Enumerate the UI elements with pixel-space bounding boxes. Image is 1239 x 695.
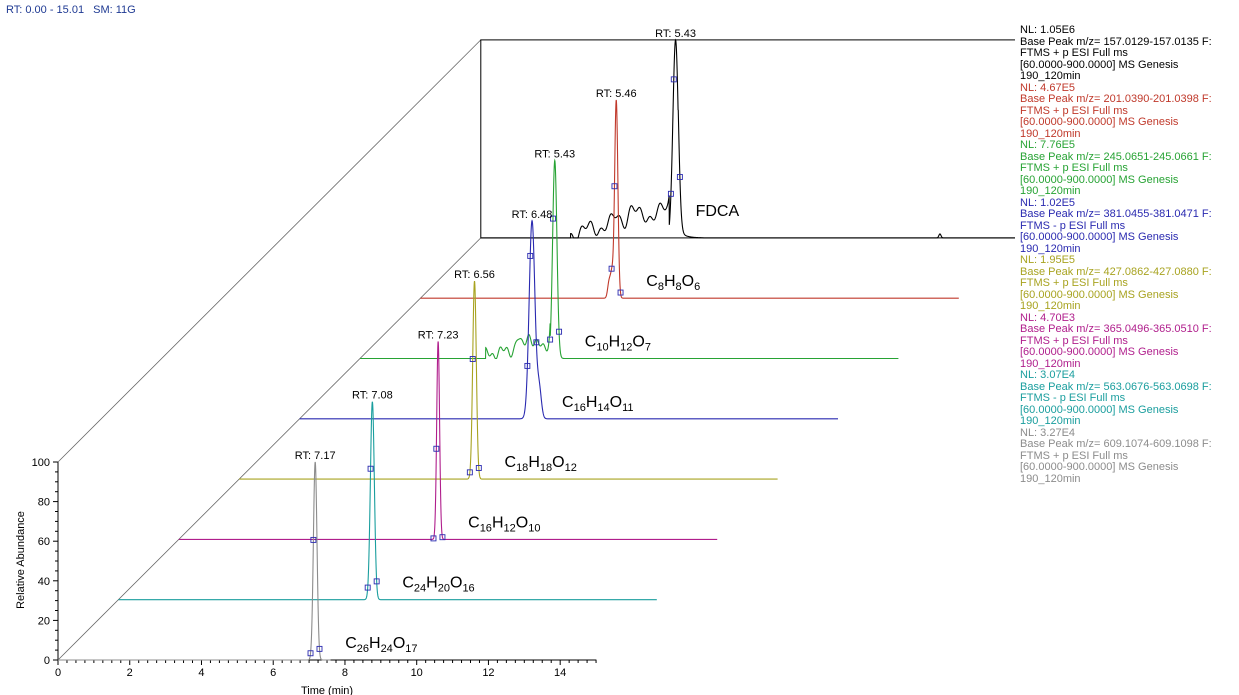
smoothing-label: SM: 11G (93, 4, 136, 16)
legend-entry: NL: 1.02E5 Base Peak m/z= 381.0455-381.04… (1020, 196, 1239, 256)
chart-traces (58, 38, 1015, 661)
legend-description: Base Peak m/z= 157.0129-157.0135 F: FTMS… (1020, 35, 1212, 82)
x-axis-label: Time (min) (301, 685, 353, 695)
integration-marker (608, 265, 615, 272)
y-tick-label: 60 (38, 536, 50, 548)
compound-label-4: C16​H14​O11​ (562, 394, 634, 414)
y-tick-label: 20 (38, 615, 50, 627)
x-tick-label: 10 (411, 667, 423, 679)
legend-entry: NL: 4.70E3 Base Peak m/z= 365.0496-365.05… (1020, 311, 1239, 371)
integration-marker (527, 252, 534, 259)
integration-marker (316, 645, 323, 652)
integration-marker (310, 536, 317, 543)
legend-description: Base Peak m/z= 427.0862-427.0880 F: FTMS… (1020, 265, 1212, 312)
legend-entry: NL: 3.07E4 Base Peak m/z= 563.0676-563.06… (1020, 369, 1239, 428)
legend-description: Base Peak m/z= 365.0496-365.0510 F: FTMS… (1020, 323, 1212, 370)
depth-line-top (57, 39, 482, 463)
legend-entry: NL: 4.67E5 Base Peak m/z= 201.0390-201.03… (1020, 81, 1239, 141)
integration-marker (670, 76, 677, 83)
compound-label-1: FDCA (696, 203, 740, 220)
legend-nl: NL: 3.07E4 (1020, 369, 1076, 381)
rt-range-label: RT: 0.00 - 15.01 (6, 4, 85, 16)
legend-nl: NL: 4.67E5 (1020, 81, 1076, 94)
x-tick-label: 6 (270, 667, 276, 679)
chromatogram-plot: 0 2 4 6 8 10 12 14 0 20 40 60 80 100 Time (min) Relativ… (15, 28, 1015, 695)
chart-axes: 0 2 4 6 8 10 12 14 0 20 40 60 80 100 Time (min) Relativ… (15, 39, 1015, 695)
integration-marker (611, 183, 618, 190)
integration-marker (433, 445, 440, 452)
y-tick-label: 80 (38, 497, 50, 509)
integration-marker (547, 336, 554, 343)
rt-label-2: RT: 5.46 (596, 88, 637, 100)
trace-5 (239, 281, 778, 480)
legend-description: Base Peak m/z= 201.0390-201.0398 F: FTMS… (1020, 93, 1212, 140)
integration-marker (364, 584, 371, 591)
legend-entry: NL: 7.76E5 Base Peak m/z= 245.0651-245.06… (1020, 139, 1239, 198)
integration-marker (439, 534, 446, 541)
trace-3 (360, 158, 899, 360)
legend-entry: NL: 1.95E5 Base Peak m/z= 427.0862-427.08… (1020, 254, 1239, 313)
y-tick-label: 40 (38, 576, 50, 588)
rt-label-6: RT: 7.23 (418, 329, 459, 341)
integration-marker (373, 578, 380, 585)
integration-marker (617, 289, 624, 296)
legend-description: Base Peak m/z= 245.0651-245.0661 F: FTMS… (1020, 150, 1212, 197)
integration-marker (307, 650, 314, 657)
trace-7 (118, 401, 657, 601)
compound-label-2: C8​H8​O6​ (646, 273, 700, 293)
rt-label-8: RT: 7.17 (295, 450, 336, 462)
rt-label-7: RT: 7.08 (352, 390, 393, 402)
legend-nl: NL: 3.27E4 (1020, 426, 1076, 439)
trace-8 (58, 461, 331, 661)
depth-line-bottom (57, 237, 482, 661)
rt-label-5: RT: 6.56 (454, 269, 495, 281)
compound-label-7: C24​H20​O16​ (402, 575, 474, 595)
integration-marker (466, 469, 473, 476)
compound-label-6: C16​H12​O10​ (468, 514, 540, 534)
legend-description: Base Peak m/z= 609.1074-609.1098 F: FTMS… (1020, 438, 1212, 485)
integration-marker (367, 465, 374, 472)
legend-nl: NL: 4.70E3 (1020, 311, 1076, 324)
trace-2 (420, 99, 959, 299)
integration-marker (475, 465, 482, 471)
back-panel-frame (480, 39, 1015, 239)
y-axis-label: Relative Abundance (15, 511, 27, 609)
legend-entry: NL: 3.27E4 Base Peak m/z= 609.1074-609.10… (1020, 426, 1239, 486)
x-tick-label: 0 (55, 667, 61, 679)
x-tick-label: 4 (198, 667, 204, 679)
integration-marker (676, 174, 683, 180)
trace-4 (299, 219, 839, 420)
chart-labels: RT: 5.43 FDCA RT: 5.46 C8​H8​O6​ RT: 5.43 C10… (295, 28, 740, 655)
compound-label-5: C18​H18​O12​ (505, 454, 577, 474)
compound-label-3: C10​H12​O7​ (585, 334, 651, 354)
x-tick-label: 12 (482, 667, 494, 679)
rt-label-4: RT: 6.48 (512, 209, 553, 221)
trace-1 (480, 38, 1015, 239)
legend-entry: NL: 1.05E6 Base Peak m/z= 157.0129-157.01… (1020, 24, 1239, 83)
x-tick-label: 14 (554, 667, 566, 679)
integration-marker (667, 190, 674, 197)
rt-label-1: RT: 5.43 (655, 28, 696, 40)
integration-marker (430, 535, 437, 542)
legend-nl: NL: 1.95E5 (1020, 254, 1076, 266)
legend: NL: 1.05E6 Base Peak m/z= 157.0129-157.01… (1020, 24, 1239, 486)
chart-header: RT: 0.00 - 15.01 SM: 11G (6, 4, 142, 16)
y-tick-label: 100 (32, 457, 50, 469)
x-tick-label: 8 (342, 667, 348, 679)
legend-nl: NL: 1.02E5 (1020, 196, 1076, 209)
integration-marker (533, 339, 540, 346)
rt-label-3: RT: 5.43 (534, 149, 575, 161)
y-tick-label: 0 (44, 655, 50, 667)
compound-label-8: C26​H24​O17​ (345, 635, 417, 655)
legend-description: Base Peak m/z= 563.0676-563.0698 F: FTMS… (1020, 380, 1212, 427)
legend-nl: NL: 1.05E6 (1020, 24, 1076, 36)
integration-marker (469, 356, 476, 362)
legend-nl: NL: 7.76E5 (1020, 139, 1076, 151)
integration-marker (524, 362, 531, 369)
trace-6 (178, 341, 718, 540)
legend-description: Base Peak m/z= 381.0455-381.0471 F: FTMS… (1020, 208, 1212, 255)
integration-marker (556, 328, 563, 335)
integration-marker (550, 215, 556, 222)
x-tick-label: 2 (127, 667, 133, 679)
